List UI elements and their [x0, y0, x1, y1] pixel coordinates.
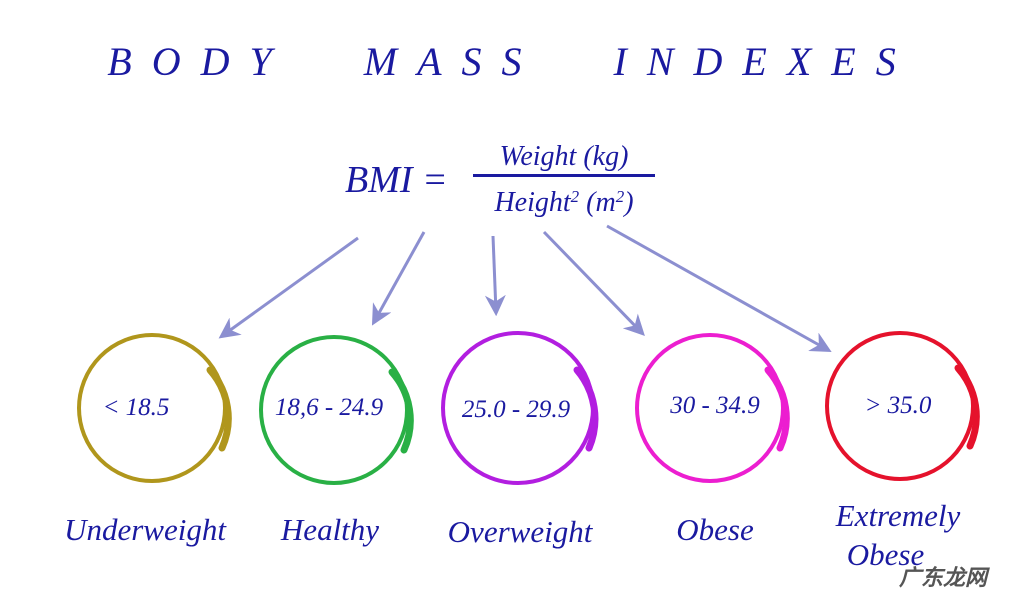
denominator-unit-open: (m [586, 187, 616, 218]
label-underweight: Underweight [64, 512, 226, 547]
range-obese: 30 - 34.9 [670, 392, 760, 419]
range-underweight: < 18.5 [102, 394, 170, 421]
fraction-bar [473, 174, 655, 177]
circle-underweight [77, 333, 232, 483]
label-obese: Obese [676, 512, 754, 547]
circle-overweight [441, 331, 599, 485]
arrow-extremely-obese [606, 224, 832, 353]
arrow-underweight [218, 236, 359, 339]
denominator-unit-close: ) [624, 187, 634, 218]
formula-numerator: Weight (kg) [499, 141, 629, 172]
formula-denominator: Height2 (m2) [473, 180, 655, 220]
denominator-unit-exponent: 2 [615, 187, 625, 206]
arrow-healthy [371, 231, 426, 326]
circle-obese [635, 333, 790, 483]
label-obese-2: Obese [846, 537, 925, 572]
formula-lhs: BMI = [345, 159, 448, 201]
arrow-obese [542, 230, 645, 337]
circle-extremely-obese [825, 331, 980, 481]
page-title: BODY MASS INDEXES [107, 39, 916, 84]
circle-healthy [259, 335, 414, 485]
label-overweight: Overweight [447, 514, 593, 549]
denominator-exponent: 2 [570, 187, 580, 206]
label-healthy: Healthy [280, 512, 380, 547]
denominator-main: Height [494, 187, 571, 218]
label-extremely: Extremely [835, 498, 961, 533]
range-healthy: 18,6 - 24.9 [274, 394, 384, 421]
arrow-overweight [484, 235, 506, 317]
watermark: 广东龙网 [898, 566, 987, 591]
range-extremely-obese: > 35.0 [864, 392, 932, 419]
range-overweight: 25.0 - 29.9 [461, 396, 571, 423]
formula-fraction: Weight (kg) Height2 (m2) [473, 140, 655, 220]
